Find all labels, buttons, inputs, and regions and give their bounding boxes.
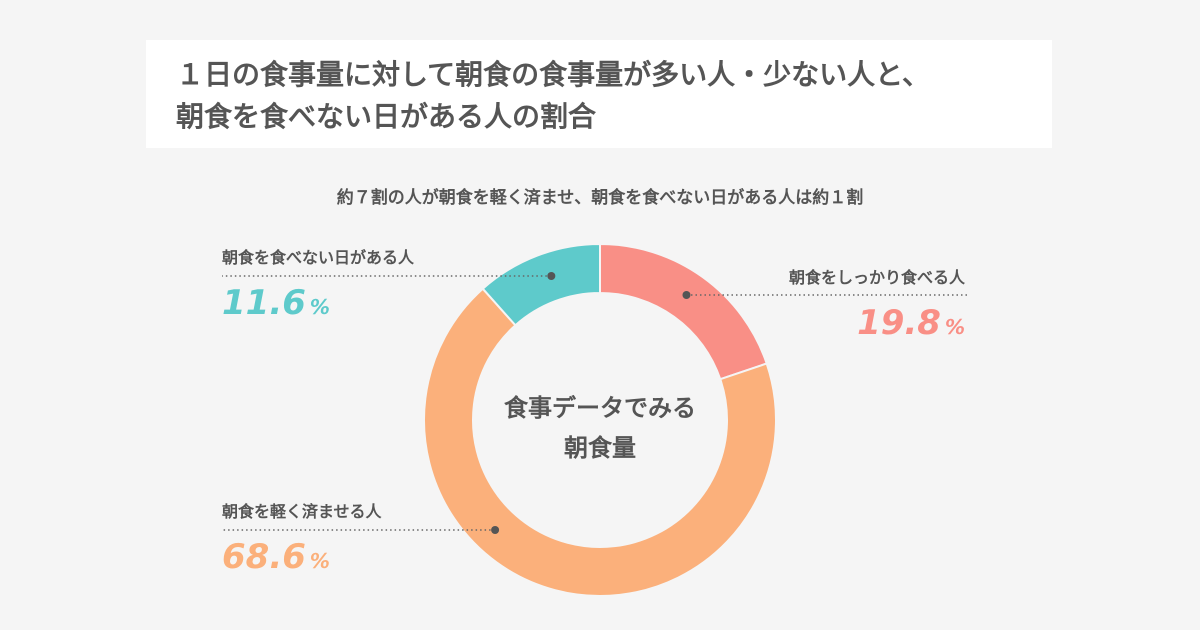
center-label-line-1: 食事データでみる bbox=[504, 394, 696, 422]
chart-subtitle: 約７割の人が朝食を軽く済ませ、朝食を食べない日がある人は約１割 bbox=[336, 188, 864, 208]
slice-value-breakfast-light: 68.6% bbox=[222, 540, 330, 574]
slice-value-number: 19.8 bbox=[857, 303, 941, 343]
slice-value-number: 68.6 bbox=[222, 537, 306, 577]
donut-center-label: 食事データでみる 朝食量 bbox=[450, 388, 750, 468]
percent-unit: % bbox=[309, 549, 330, 573]
percent-unit: % bbox=[944, 315, 965, 339]
slice-label-breakfast-skip: 朝食を食べない日がある人 bbox=[222, 248, 415, 267]
leader-dot-breakfast-full bbox=[682, 291, 691, 299]
chart-title-line-2: 朝食を食べない日がある人の割合 bbox=[176, 100, 597, 133]
donut-slice-breakfast-light bbox=[423, 287, 777, 597]
slice-label-breakfast-light: 朝食を軽く済ませる人 bbox=[222, 502, 382, 521]
leader-dot-breakfast-light bbox=[491, 526, 500, 534]
donut-slice-breakfast-skip bbox=[481, 242, 601, 327]
donut-slice-breakfast-full bbox=[599, 242, 768, 381]
slice-label-breakfast-full: 朝食をしっかり食べる人 bbox=[788, 268, 965, 287]
slice-value-breakfast-skip: 11.6% bbox=[222, 286, 330, 320]
slice-value-breakfast-full: 19.8% bbox=[857, 306, 965, 340]
center-label-line-2: 朝食量 bbox=[564, 434, 636, 462]
title-box: １日の食事量に対して朝食の食事量が多い人・少ない人と、 朝食を食べない日がある人… bbox=[146, 40, 1052, 148]
chart-title-line-1: １日の食事量に対して朝食の食事量が多い人・少ない人と、 bbox=[176, 58, 931, 91]
percent-unit: % bbox=[309, 295, 330, 319]
slice-value-number: 11.6 bbox=[222, 283, 306, 323]
leader-dot-breakfast-skip bbox=[547, 272, 556, 280]
